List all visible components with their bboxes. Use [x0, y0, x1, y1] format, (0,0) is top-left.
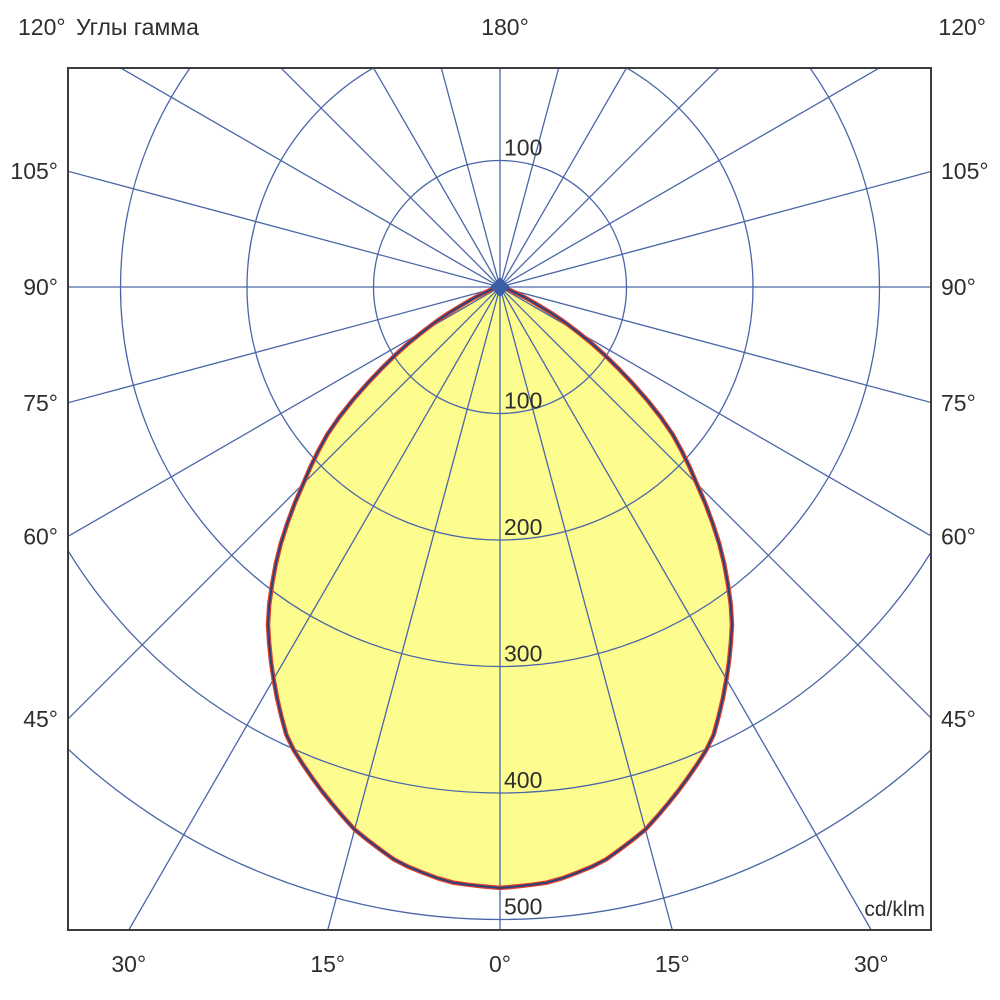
radial-tick-label-100: 100	[504, 388, 542, 414]
gamma-bottom-label-3: 15°	[655, 951, 690, 977]
radial-tick-label-upper-100: 100	[504, 135, 542, 161]
gamma-bottom-label-2: 0°	[489, 951, 511, 977]
radial-tick-label-500: 500	[504, 894, 542, 920]
gamma-corner-label-right: 120°	[938, 14, 986, 40]
radial-tick-label-200: 200	[504, 514, 542, 540]
gamma-side-label-right-60: 60°	[941, 523, 976, 549]
intensity-curve-blue-outline	[267, 286, 733, 889]
gamma-side-label-right-90: 90°	[941, 274, 976, 300]
radial-tick-label-400: 400	[504, 767, 542, 793]
gamma-side-label-left-90: 90°	[23, 274, 58, 300]
gamma-bottom-label-1: 15°	[310, 951, 345, 977]
gamma-side-label-right-75: 75°	[941, 390, 976, 416]
gamma-side-label-left-75: 75°	[23, 390, 58, 416]
gamma-side-label-left-60: 60°	[23, 523, 58, 549]
gamma-side-label-right-45: 45°	[941, 706, 976, 732]
gamma-corner-label-left: 120°	[18, 14, 66, 40]
unit-label: cd/klm	[864, 898, 925, 921]
chart-title: Углы гамма	[76, 14, 199, 40]
gamma-bottom-label-0: 30°	[111, 951, 146, 977]
gamma-side-label-left-45: 45°	[23, 706, 58, 732]
plot-border	[67, 67, 932, 931]
gamma-top-label: 180°	[481, 14, 529, 40]
gamma-side-label-left-105: 105°	[10, 158, 58, 184]
gamma-side-label-right-105: 105°	[941, 158, 989, 184]
radial-tick-label-300: 300	[504, 641, 542, 667]
gamma-bottom-label-4: 30°	[854, 951, 889, 977]
pole-marker-icon	[490, 277, 510, 297]
